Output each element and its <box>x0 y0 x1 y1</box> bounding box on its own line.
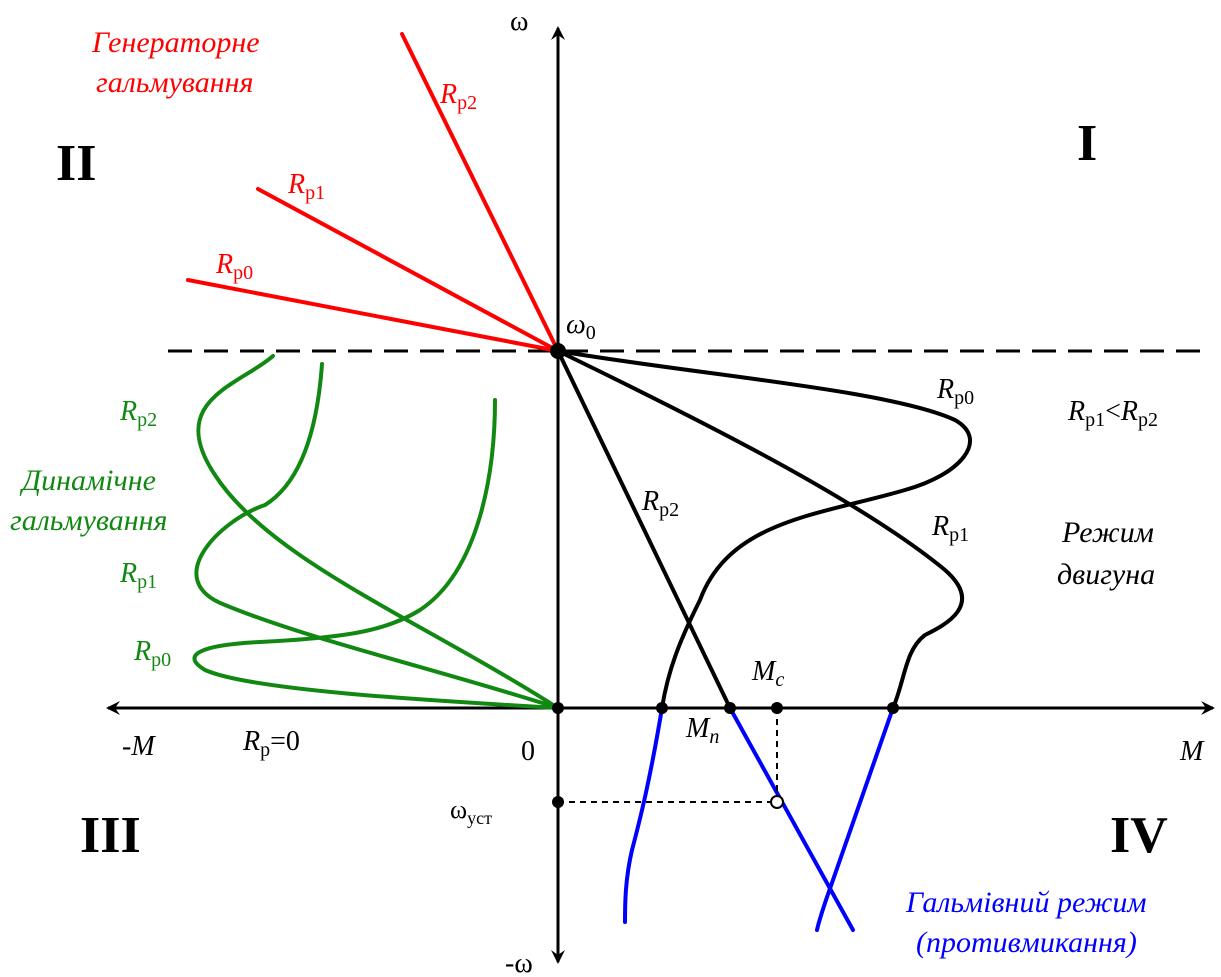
omega-axis-label: ω <box>510 6 528 37</box>
neg-m-axis-label: -M <box>122 731 156 762</box>
motor-curve-rp1 <box>556 349 964 710</box>
axes <box>106 26 1215 964</box>
counter-switching-lines <box>623 706 895 932</box>
origin-label: 0 <box>521 736 535 767</box>
dynamic-braking-title-line1: Динамічне <box>19 464 156 497</box>
origin-point <box>552 702 564 714</box>
omega0-label: ω0 <box>566 309 596 344</box>
dynamic-curve-rp1 <box>194 362 560 710</box>
quadrant-iv-label: IV <box>1110 807 1168 864</box>
dynamic-label-rp1: Rр1 <box>119 558 157 593</box>
operating-point <box>770 795 784 809</box>
omega0-point <box>550 343 566 359</box>
dynamic-label-rp0: Rр0 <box>133 636 171 671</box>
generator-braking-title-line2: гальмування <box>96 66 253 99</box>
dynamic-braking-curves <box>192 354 560 710</box>
quadrant-i-label: I <box>1077 115 1097 172</box>
rp-zero-label: Rр=0 <box>242 726 300 761</box>
rp1-zero-crossing-point <box>887 702 899 714</box>
generator-braking-lines <box>186 32 560 353</box>
rp0-zero-crossing-point <box>656 702 668 714</box>
counter-curve-rp1 <box>815 706 895 932</box>
quadrant-ii-label: II <box>56 135 96 192</box>
generator-label-rp2: Rр2 <box>439 79 477 114</box>
neg-omega-axis-label: -ω <box>505 948 533 977</box>
omega0-subscript: 0 <box>586 322 596 344</box>
mn-label: Mn <box>685 713 719 748</box>
counter-switching-title-line1: Гальмівний режим <box>905 886 1147 919</box>
generator-braking-title-line1: Генераторне <box>91 26 260 59</box>
motor-mode-title-line1: Режим <box>1061 516 1154 549</box>
generator-line-rp0 <box>186 278 560 353</box>
quadrant-iii-label: III <box>80 807 141 864</box>
generator-label-rp1: Rр1 <box>287 169 325 204</box>
motor-label-rp2: Rр2 <box>641 486 679 521</box>
points <box>550 343 899 809</box>
dynamic-curve-rp0 <box>192 398 560 710</box>
dynamic-braking-title-line2: гальмування <box>10 504 167 537</box>
m-axis-label: M <box>1179 736 1205 767</box>
generator-line-rp2 <box>400 32 560 353</box>
generator-line-rp1 <box>256 187 560 353</box>
resistance-relation-label: Rр1<Rр2 <box>1067 396 1158 431</box>
motor-line-rp2 <box>556 349 732 710</box>
omega-ust-label: ωуст <box>450 795 492 828</box>
motor-label-rp1: Rр1 <box>931 511 969 546</box>
motor-curve-rp0 <box>556 349 972 710</box>
counter-line-rp2 <box>728 706 855 932</box>
motor-label-rp0: Rр0 <box>936 374 974 409</box>
generator-label-rp0: Rр0 <box>215 249 253 284</box>
counter-curve-rp0 <box>623 706 664 924</box>
operating-point-projections <box>558 708 778 803</box>
mc-label: Mc <box>751 656 784 691</box>
mc-point <box>771 702 783 714</box>
dynamic-curve-rp2 <box>196 354 560 710</box>
motor-mode-title-line2: двигуна <box>1057 558 1155 591</box>
counter-switching-title-line2: (противмикання) <box>916 926 1137 959</box>
omega-ust-point <box>552 796 564 808</box>
mn-point <box>724 702 736 714</box>
dynamic-label-rp2: Rр2 <box>119 396 157 431</box>
motor-mode-curves <box>556 349 972 710</box>
omega0-symbol: ω <box>566 309 586 340</box>
